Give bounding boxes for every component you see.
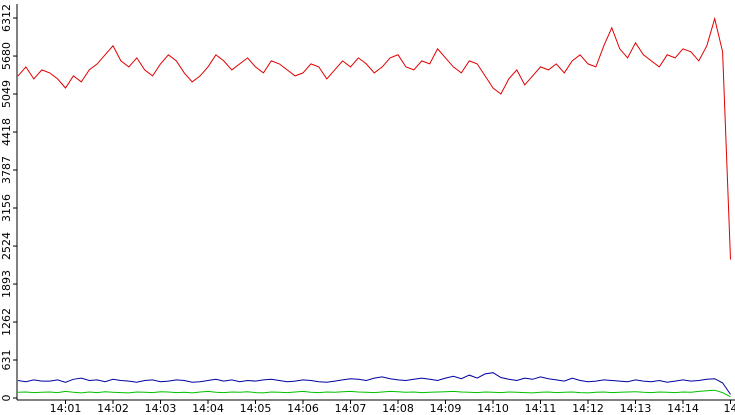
x-tick-label: 14:07: [335, 402, 367, 415]
y-tick-label: 0: [0, 395, 13, 402]
series-line: [17, 389, 731, 398]
x-tick-label: 14:09: [430, 402, 462, 415]
y-tick-label: 5680: [0, 42, 13, 70]
x-tick-label: 14:12: [572, 402, 604, 415]
x-tick-label: 14:02: [97, 402, 129, 415]
x-tick-label: 14:08: [382, 402, 414, 415]
y-tick-label: 6312: [0, 4, 13, 32]
y-tick-label: 631: [0, 350, 13, 371]
y-tick-label: 1893: [0, 270, 13, 298]
x-tick-label: 14:06: [287, 402, 319, 415]
x-tick-label: 14: [724, 402, 735, 415]
y-tick-label: 1262: [0, 308, 13, 336]
y-tick-label: 3787: [0, 156, 13, 184]
y-tick-label: 5049: [0, 80, 13, 108]
series-line: [17, 16, 731, 260]
x-tick-label: 14:13: [620, 402, 652, 415]
y-tick-label: 4418: [0, 118, 13, 146]
x-tick-label: 14:11: [525, 402, 557, 415]
y-tick-label: 2524: [0, 232, 13, 260]
x-tick-label: 14:14: [667, 402, 699, 415]
x-tick-label: 14:10: [477, 402, 509, 415]
x-tick-label: 14:04: [192, 402, 224, 415]
series-line: [17, 372, 731, 395]
y-tick-label: 3156: [0, 194, 13, 222]
x-tick-label: 14:01: [50, 402, 82, 415]
x-tick-label: 14:05: [240, 402, 272, 415]
x-tick-label: 14:03: [145, 402, 177, 415]
